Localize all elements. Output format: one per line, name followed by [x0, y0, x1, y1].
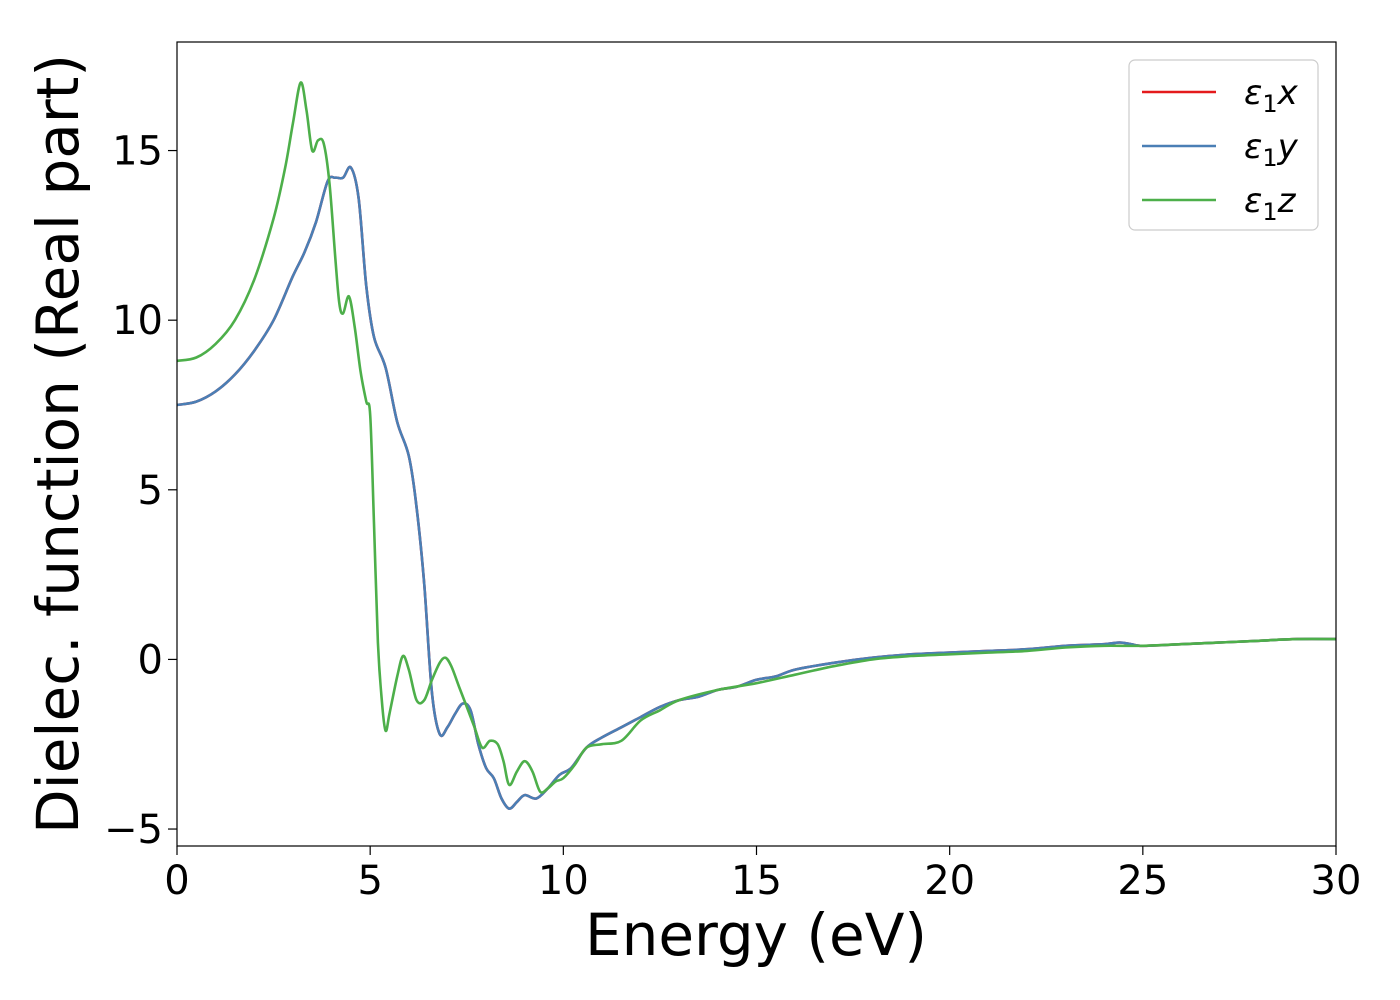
x-tick-label: 0	[164, 858, 189, 904]
x-axis-label: Energy (eV)	[585, 901, 927, 969]
x-tick-label: 15	[731, 858, 782, 904]
series-line-z	[176, 81, 1337, 794]
legend: ε1x ε1y ε1z	[1128, 59, 1319, 231]
x-tick-label: 5	[357, 858, 382, 904]
legend-label-y: ε1y	[1244, 127, 1299, 172]
y-tick-label: 10	[112, 298, 163, 344]
series-line-y	[176, 165, 1337, 810]
x-tick-label: 20	[924, 858, 975, 904]
legend-label-z: ε1z	[1244, 181, 1297, 226]
series-layer	[176, 81, 1337, 810]
y-tick-label: 15	[112, 129, 163, 175]
x-tick-label: 10	[538, 858, 589, 904]
x-axis-ticks: 0 5 10 15 20 25 30	[164, 846, 1361, 904]
y-tick-label: 5	[138, 468, 163, 514]
x-tick-label: 30	[1311, 858, 1362, 904]
legend-box	[1128, 59, 1319, 231]
y-tick-label: −5	[104, 807, 163, 853]
y-tick-label: 0	[138, 637, 163, 683]
y-axis-label: Dielec. function (Real part)	[24, 54, 92, 834]
y-axis-ticks: −5 0 5 10 15	[104, 129, 177, 853]
legend-label-x: ε1x	[1244, 73, 1299, 118]
x-tick-label: 25	[1117, 858, 1168, 904]
